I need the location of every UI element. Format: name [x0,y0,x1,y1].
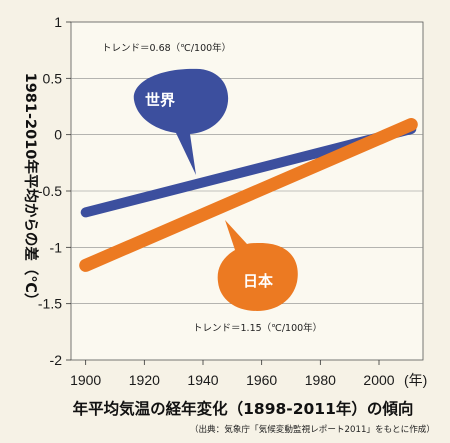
world-trend-label: トレンド＝0.68（℃/100年） [102,42,231,54]
x-axis-ticks: 1900 1920 1940 1960 1980 2000 [70,360,395,388]
y-tick-label: -0.5 [38,183,62,199]
y-tick-label: 1 [54,14,62,30]
japan-series-label: 日本 [243,272,273,290]
y-tick-label: -1.5 [38,296,62,312]
world-callout: 世界 トレンド＝0.68（℃/100年） [102,42,231,175]
japan-bubble [217,220,298,311]
chart-source: （出典：気象庁「気候変動監視レポート2011」をもとに作成） [190,423,435,435]
japan-trend-line [79,118,418,272]
y-axis-ticks: 1 0.5 0 -0.5 -1 -1.5 -2 [38,14,71,368]
chart-title: 年平均気温の経年変化（1898-2011年）の傾向 [73,399,414,418]
y-axis-label: 1981-2010年平均からの差（℃） [22,73,40,308]
y-tick-label: -2 [50,352,63,368]
x-tick-label: 1960 [246,372,277,388]
x-tick-label: 1980 [305,372,336,388]
y-tick-label: 0.5 [43,70,63,86]
japan-trend-label: トレンド＝1.15（℃/100年） [193,322,322,334]
x-tick-label: 1920 [129,372,160,388]
japan-callout: 日本 トレンド＝1.15（℃/100年） [193,220,322,334]
y-tick-label: -1 [50,239,63,255]
x-tick-label: 1940 [187,372,218,388]
x-axis-unit: (年) [404,372,427,388]
x-tick-label: 2000 [363,372,394,388]
world-series-label: 世界 [145,91,175,109]
x-tick-label: 1900 [70,372,101,388]
world-bubble [133,68,229,175]
series-lines [79,118,418,272]
y-tick-label: 0 [54,127,62,143]
